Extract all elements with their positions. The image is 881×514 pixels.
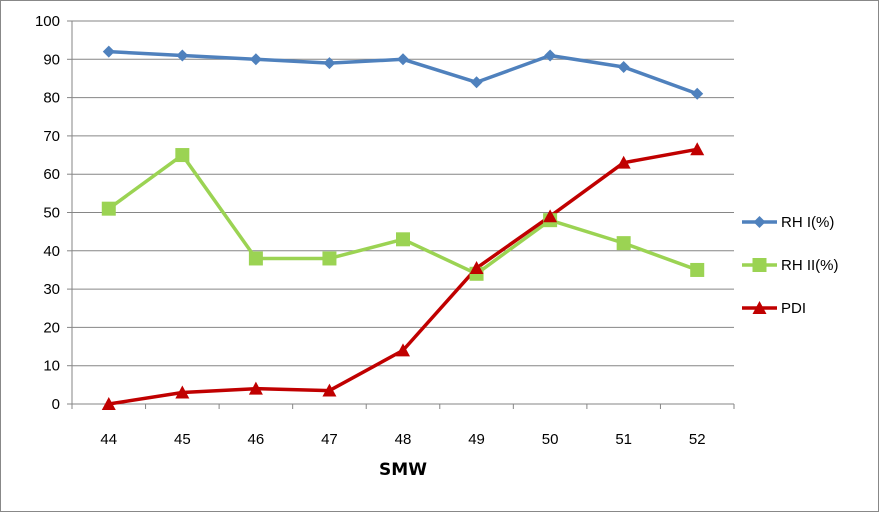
series-markers xyxy=(101,45,705,410)
data-point-rh-i xyxy=(544,49,557,62)
y-tick-label: 30 xyxy=(43,281,60,298)
data-point-pdi xyxy=(322,383,337,397)
x-axis-title: SMW xyxy=(379,460,427,480)
data-point-rh-ii xyxy=(616,236,631,251)
y-tick-label: 10 xyxy=(43,358,60,375)
data-point-rh-ii xyxy=(322,251,337,266)
data-point-rh-i xyxy=(176,49,189,62)
data-point-rh-i xyxy=(691,87,704,100)
x-tick-label: 47 xyxy=(321,431,338,448)
legend: RH I(%) RH II(%) PDI xyxy=(742,214,839,317)
data-point-rh-ii xyxy=(396,232,410,247)
data-point-rh-ii xyxy=(175,148,190,163)
data-point-rh-i xyxy=(397,53,409,66)
y-tick-label: 70 xyxy=(43,128,60,145)
data-point-pdi xyxy=(175,385,190,399)
x-tick-label: 51 xyxy=(615,431,632,448)
x-tick-label: 52 xyxy=(689,431,706,448)
x-tick-label: 46 xyxy=(248,431,265,448)
data-point-pdi xyxy=(543,209,558,223)
data-point-rh-i xyxy=(102,45,115,58)
legend-marker-pdi xyxy=(752,301,767,314)
y-tick-label: 0 xyxy=(52,396,60,413)
legend-label-rh-ii: RH II(%) xyxy=(781,257,839,274)
y-tick-label: 90 xyxy=(43,51,60,68)
data-point-rh-i xyxy=(617,60,630,73)
data-point-rh-ii xyxy=(101,201,116,216)
data-point-pdi xyxy=(101,397,116,410)
legend-marker-rh-i xyxy=(753,216,766,228)
x-axis-ticks: 44 45 46 47 48 49 50 51 52 xyxy=(71,404,735,448)
y-tick-label: 100 xyxy=(35,13,60,30)
x-tick-label: 48 xyxy=(395,431,412,448)
x-tick-label: 49 xyxy=(468,431,485,448)
y-axis-ticks: 0 10 20 30 40 50 60 70 80 90 100 xyxy=(35,13,72,413)
data-point-pdi xyxy=(396,343,410,357)
data-point-pdi xyxy=(616,155,631,169)
data-point-pdi xyxy=(469,261,484,274)
data-point-pdi xyxy=(690,142,705,156)
x-tick-label: 50 xyxy=(542,431,559,448)
x-tick-label: 44 xyxy=(100,431,117,448)
data-point-rh-i xyxy=(470,76,483,89)
data-point-rh-i xyxy=(323,57,336,70)
x-tick-label: 45 xyxy=(174,431,191,448)
legend-label-rh-i: RH I(%) xyxy=(781,214,834,231)
y-tick-label: 20 xyxy=(43,319,60,336)
data-point-rh-ii xyxy=(248,251,263,266)
data-point-pdi xyxy=(248,381,263,395)
y-tick-label: 50 xyxy=(43,205,60,222)
legend-marker-rh-ii xyxy=(752,258,767,272)
data-point-rh-ii xyxy=(690,262,705,277)
y-tick-label: 60 xyxy=(43,166,60,183)
data-point-rh-i xyxy=(249,53,262,66)
y-tick-label: 80 xyxy=(43,90,60,107)
y-tick-label: 40 xyxy=(43,243,60,260)
legend-label-pdi: PDI xyxy=(781,300,806,317)
